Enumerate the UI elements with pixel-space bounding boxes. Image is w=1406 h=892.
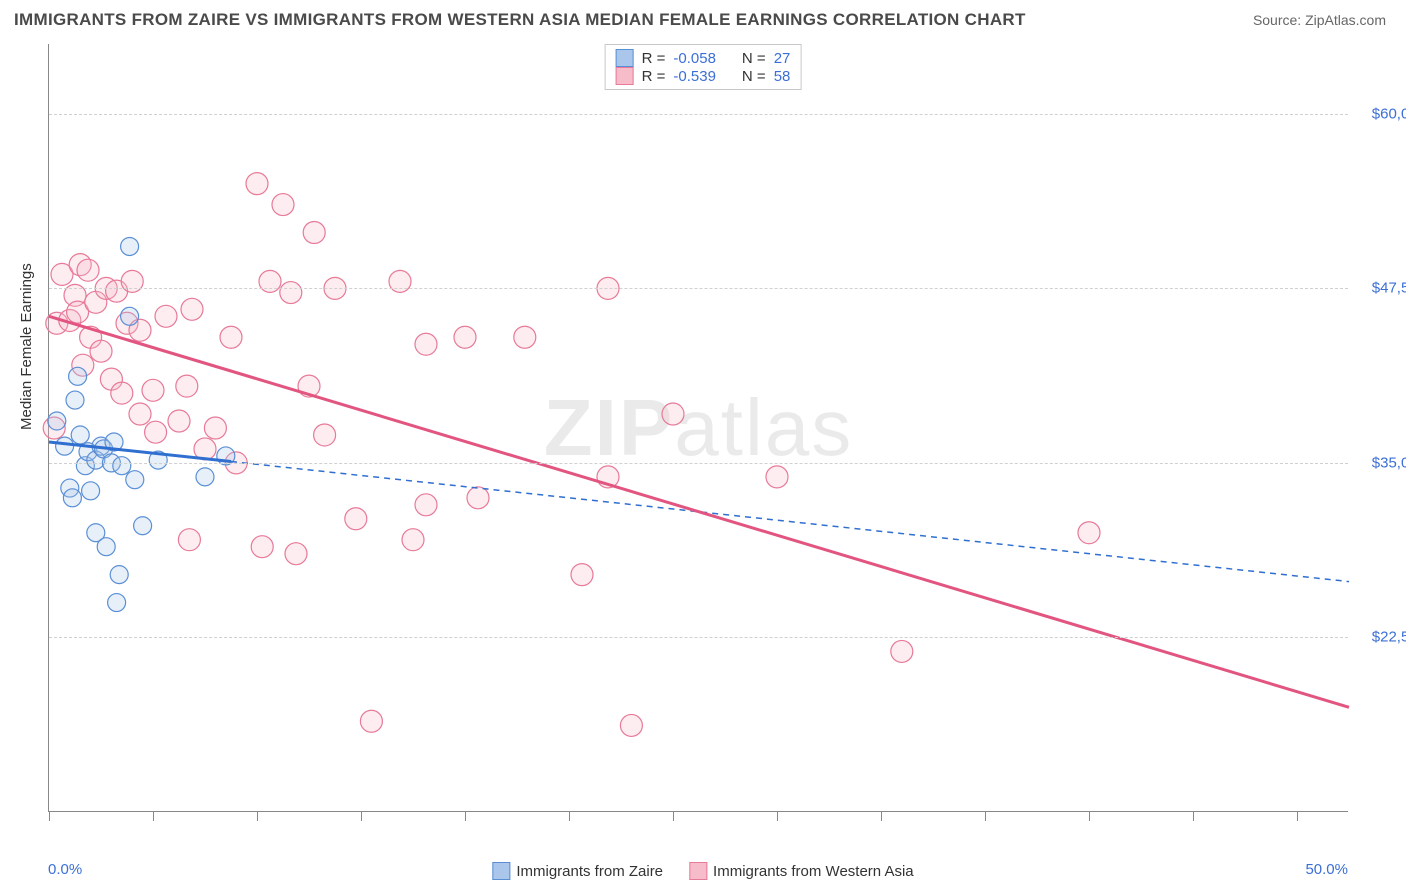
y-tick-label: $60,000 <box>1372 105 1406 122</box>
legend-row-zaire: R = -0.058 N = 27 <box>616 49 791 67</box>
data-point <box>129 403 151 425</box>
x-axis-max-label: 50.0% <box>1305 861 1348 878</box>
chart-plot-area: ZIPatlas $22,500$35,000$47,500$60,000 <box>48 44 1348 812</box>
data-point <box>77 259 99 281</box>
data-point <box>121 307 139 325</box>
y-axis-label: Median Female Earnings <box>18 263 35 430</box>
data-point <box>246 173 268 195</box>
swatch-zaire-icon <box>492 862 510 880</box>
data-point <box>662 403 684 425</box>
n-label: N = <box>742 50 766 67</box>
data-point <box>454 326 476 348</box>
swatch-zaire <box>616 49 634 67</box>
y-tick-label: $47,500 <box>1372 280 1406 297</box>
correlation-legend: R = -0.058 N = 27 R = -0.539 N = 58 <box>605 44 802 90</box>
data-point <box>82 482 100 500</box>
data-point <box>113 457 131 475</box>
data-point <box>345 508 367 530</box>
legend-label-wasia: Immigrants from Western Asia <box>713 863 914 880</box>
data-point <box>514 326 536 348</box>
data-point <box>1078 522 1100 544</box>
data-point <box>251 536 273 558</box>
r-label: R = <box>642 68 666 85</box>
data-point <box>145 421 167 443</box>
data-point <box>142 379 164 401</box>
data-point <box>71 426 89 444</box>
data-point <box>571 564 593 586</box>
y-tick-label: $22,500 <box>1372 629 1406 646</box>
data-point <box>176 375 198 397</box>
data-point <box>467 487 489 509</box>
data-point <box>97 538 115 556</box>
data-point <box>620 714 642 736</box>
source-text: Source: ZipAtlas.com <box>1253 12 1386 28</box>
legend-label-zaire: Immigrants from Zaire <box>516 863 663 880</box>
data-point <box>272 194 294 216</box>
data-point <box>121 237 139 255</box>
data-point <box>766 466 788 488</box>
data-point <box>204 417 226 439</box>
r-value-wasia: -0.539 <box>673 68 716 85</box>
data-point <box>126 471 144 489</box>
data-point <box>891 640 913 662</box>
data-point <box>402 529 424 551</box>
r-value-zaire: -0.058 <box>673 50 716 67</box>
n-value-wasia: 58 <box>774 68 791 85</box>
n-label: N = <box>742 68 766 85</box>
data-point <box>66 391 84 409</box>
data-point <box>48 412 66 430</box>
data-point <box>111 382 133 404</box>
data-point <box>168 410 190 432</box>
chart-title: IMMIGRANTS FROM ZAIRE VS IMMIGRANTS FROM… <box>14 10 1026 30</box>
trendline-dashed <box>231 462 1349 582</box>
y-tick-label: $35,000 <box>1372 454 1406 471</box>
data-point <box>178 529 200 551</box>
scatter-svg <box>49 44 1348 811</box>
legend-row-wasia: R = -0.539 N = 58 <box>616 67 791 85</box>
trendline-solid <box>49 316 1349 707</box>
data-point <box>69 367 87 385</box>
legend-item-wasia: Immigrants from Western Asia <box>689 862 914 880</box>
data-point <box>303 222 325 244</box>
n-value-zaire: 27 <box>774 50 791 67</box>
swatch-wasia <box>616 67 634 85</box>
swatch-wasia-icon <box>689 862 707 880</box>
data-point <box>110 566 128 584</box>
legend-item-zaire: Immigrants from Zaire <box>492 862 663 880</box>
data-point <box>56 437 74 455</box>
data-point <box>196 468 214 486</box>
data-point <box>155 305 177 327</box>
data-point <box>415 333 437 355</box>
series-legend: Immigrants from Zaire Immigrants from We… <box>492 862 913 880</box>
data-point <box>90 340 112 362</box>
data-point <box>285 543 307 565</box>
data-point <box>360 710 382 732</box>
data-point <box>181 298 203 320</box>
data-point <box>108 594 126 612</box>
data-point <box>314 424 336 446</box>
data-point <box>415 494 437 516</box>
data-point <box>63 489 81 507</box>
data-point <box>220 326 242 348</box>
x-axis-min-label: 0.0% <box>48 861 82 878</box>
data-point <box>134 517 152 535</box>
r-label: R = <box>642 50 666 67</box>
data-point <box>280 282 302 304</box>
